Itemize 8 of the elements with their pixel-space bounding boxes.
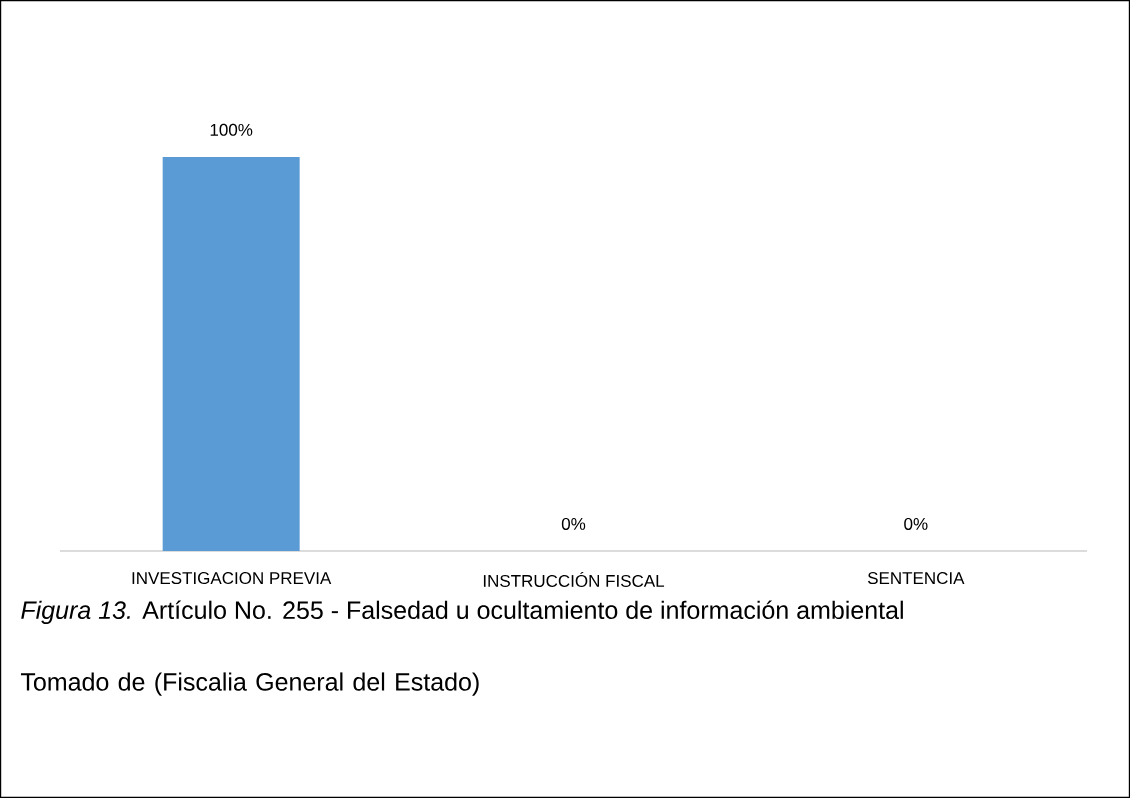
data-label: 0% xyxy=(904,517,928,530)
data-label: 0% xyxy=(561,517,586,530)
data-label: 100% xyxy=(210,123,253,136)
text: Tomado de (Fiscalia General del Estado) xyxy=(20,672,479,696)
x-tick-label: SENTENCIA xyxy=(867,572,965,585)
text: Figura 13. Artículo No. 255 - Falsedad u ocultamiento de información ambiental xyxy=(21,600,903,624)
x-tick-label: INVESTIGACION PREVIA xyxy=(132,572,332,585)
x-tick-label: INSTRUCCIÓN FISCAL xyxy=(483,572,665,587)
